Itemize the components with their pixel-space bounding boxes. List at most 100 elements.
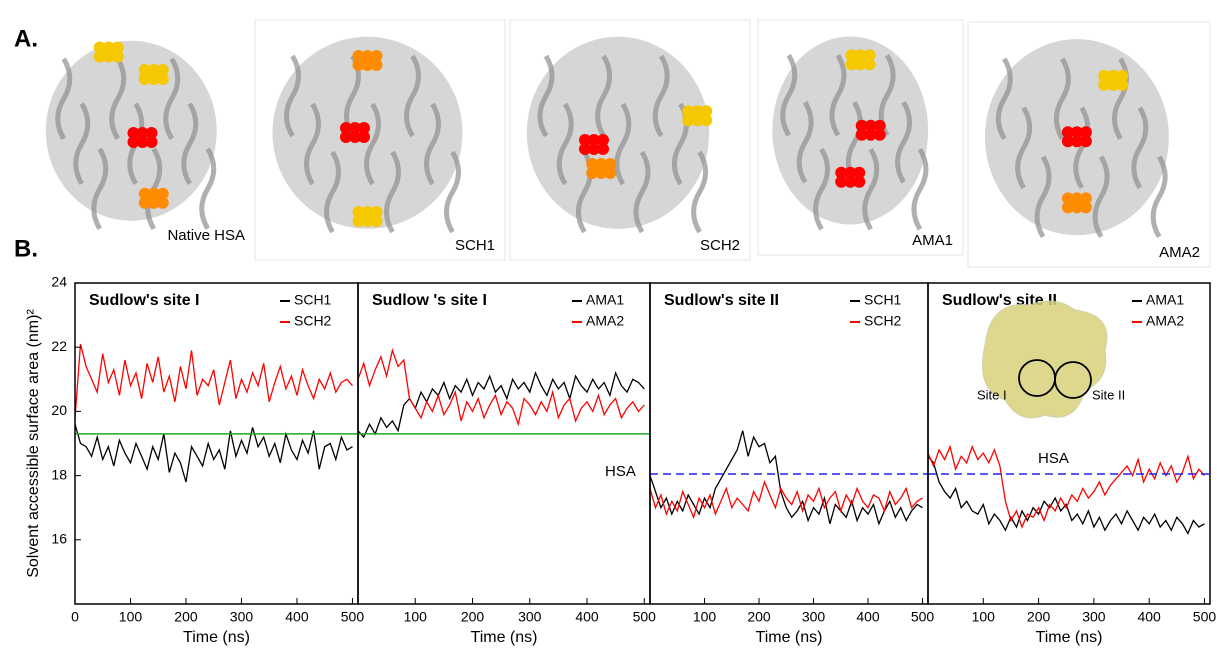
- helix: [556, 102, 574, 186]
- helix: [284, 54, 301, 138]
- residue-sphere: [156, 64, 169, 76]
- residue-sphere: [835, 175, 848, 188]
- x-tick-label: 300: [1082, 609, 1106, 625]
- helix: [652, 54, 670, 138]
- x-tick-label: 0: [71, 609, 79, 625]
- legend-label: AMA2: [586, 313, 624, 329]
- series-line: [74, 343, 353, 418]
- x-tick-label: 300: [518, 609, 542, 625]
- helix: [614, 102, 632, 186]
- residue-sphere: [1107, 69, 1120, 82]
- structure-label: Native HSA: [167, 227, 245, 244]
- series-line: [357, 348, 645, 427]
- helix: [384, 150, 401, 234]
- legend-label: AMA1: [1146, 292, 1184, 308]
- y-tick-label: 24: [51, 274, 67, 290]
- image-frame: [254, 19, 506, 261]
- residue-sphere: [340, 122, 352, 134]
- series-line: [927, 455, 1205, 535]
- x-tick-label: 400: [285, 609, 309, 625]
- inset-label: Site II: [1092, 387, 1125, 402]
- helix: [424, 102, 441, 186]
- series-line: [74, 424, 353, 483]
- residue-sphere: [370, 59, 383, 71]
- x-tick-label: 100: [972, 609, 996, 625]
- residue-sphere: [156, 73, 169, 85]
- helix: [895, 100, 913, 184]
- helix: [1111, 57, 1129, 141]
- protein-body: [772, 36, 929, 225]
- residue-sphere: [873, 128, 886, 141]
- residue-sphere: [1061, 126, 1074, 139]
- y-tick-label: 22: [51, 338, 67, 354]
- residue-sphere: [156, 187, 169, 200]
- panel-label: A.: [14, 25, 38, 52]
- image-frame: [757, 19, 964, 256]
- image-frame: [509, 19, 751, 261]
- helix: [829, 53, 847, 137]
- residue-sphere: [835, 166, 848, 179]
- x-tick-label: 300: [230, 609, 254, 625]
- residue-sphere: [352, 50, 365, 62]
- helix: [691, 150, 709, 234]
- residue-sphere: [1061, 201, 1074, 214]
- residue-sphere: [361, 50, 374, 62]
- residue-sphere: [604, 158, 617, 170]
- residue-sphere: [864, 128, 877, 141]
- residue-sphere: [588, 134, 600, 146]
- helix: [109, 57, 127, 141]
- series-line: [927, 444, 1205, 529]
- x-tick-label: 400: [575, 609, 599, 625]
- residue-sphere: [854, 49, 867, 62]
- series-line: [649, 480, 923, 520]
- residue-sphere: [361, 206, 374, 218]
- x-tick-label: 100: [119, 609, 143, 625]
- inset-surface: [982, 300, 1108, 419]
- plot-frame: [927, 282, 1211, 605]
- structure-label: AMA2: [1159, 244, 1200, 261]
- residue-sphere: [864, 119, 877, 132]
- reference-label: HSA: [1038, 450, 1069, 467]
- x-tick-label: 500: [1193, 609, 1217, 625]
- residue-sphere: [147, 64, 160, 76]
- helix: [1073, 106, 1091, 190]
- x-axis-label: Time (ns): [471, 629, 538, 646]
- residue-sphere: [349, 131, 361, 143]
- residue-sphere: [156, 196, 169, 209]
- residue-sphere: [1116, 78, 1129, 91]
- helix: [862, 147, 880, 231]
- helix: [1015, 106, 1033, 190]
- x-tick-label: 100: [693, 609, 717, 625]
- helix: [304, 102, 321, 186]
- residue-sphere: [111, 41, 124, 54]
- plot-frame: [649, 282, 929, 605]
- residue-sphere: [127, 136, 140, 148]
- x-tick-label: 200: [1027, 609, 1051, 625]
- residue-sphere: [1098, 78, 1111, 91]
- residue-sphere: [844, 166, 857, 179]
- residue-sphere: [845, 49, 858, 62]
- residue-sphere: [102, 50, 115, 63]
- residue-sphere: [93, 41, 106, 54]
- residue-sphere: [370, 50, 383, 62]
- residue-sphere: [844, 175, 857, 188]
- residue-sphere: [147, 196, 160, 209]
- residue-sphere: [370, 206, 383, 218]
- residue-sphere: [1079, 135, 1092, 148]
- y-tick-label: 20: [51, 402, 67, 418]
- protein-body: [526, 36, 710, 229]
- x-tick-label: 100: [404, 609, 428, 625]
- reference-label: HSA: [605, 463, 636, 480]
- residue-sphere: [1061, 135, 1074, 148]
- structure-label: SCH1: [455, 237, 495, 254]
- residue-sphere: [349, 122, 361, 134]
- residue-sphere: [691, 114, 704, 127]
- chart-title: Sudlow's site II: [664, 292, 779, 309]
- plot-frame: [357, 282, 651, 605]
- y-tick-label: 18: [51, 466, 67, 482]
- residue-sphere: [845, 58, 858, 71]
- residue-sphere: [854, 58, 867, 71]
- x-tick-label: 500: [633, 609, 657, 625]
- chart-title: Sudlow 's site I: [372, 292, 487, 309]
- residue-sphere: [595, 158, 608, 170]
